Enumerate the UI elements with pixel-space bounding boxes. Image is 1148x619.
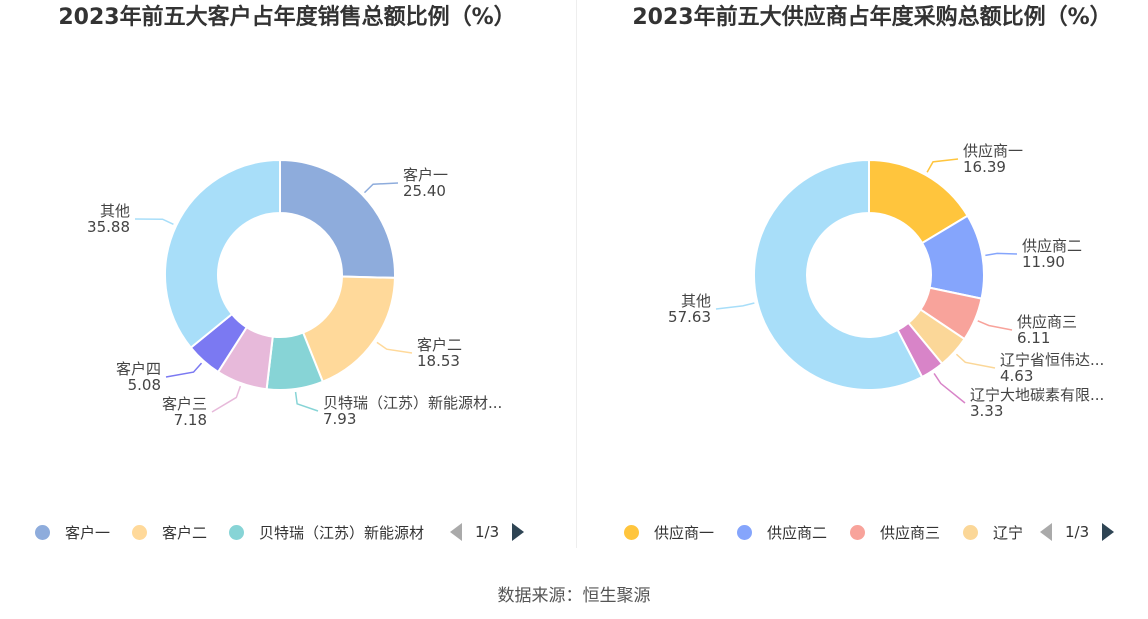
legend-label: 供应商二 — [767, 523, 828, 542]
legend-label: 贝特瑞（江苏）新能源材 — [259, 523, 425, 542]
legend-label: 客户二 — [162, 523, 208, 542]
slice-label: 辽宁大地碳素有限... — [970, 386, 1104, 404]
chart-title: 2023年前五大供应商占年度采购总额比例（%） — [632, 5, 1112, 30]
legend-item[interactable]: 客户一 — [35, 520, 110, 544]
label-leader-line — [376, 341, 413, 354]
label-leader-line — [363, 182, 399, 194]
label-leader-line — [985, 252, 1018, 257]
legend-prev-arrow-icon[interactable] — [1040, 523, 1052, 541]
legend-item[interactable]: 供应商一 — [624, 520, 714, 544]
legend-label: 客户一 — [65, 523, 111, 542]
legend-item[interactable]: 客户二 — [132, 520, 207, 544]
pie-slice[interactable] — [164, 158, 281, 350]
slice-label: 其他 — [100, 202, 130, 220]
legend-next-arrow-icon[interactable] — [512, 523, 525, 541]
slice-label: 供应商一 — [963, 142, 1023, 160]
legend-page-indicator: 1/3 — [1065, 523, 1090, 541]
slice-label: 供应商三 — [1017, 313, 1077, 331]
legend-item[interactable]: 贝特瑞（江苏）新能源材 — [229, 520, 424, 544]
slice-label: 供应商二 — [1022, 237, 1082, 255]
data-source-note: 数据来源：恒生聚源 — [497, 586, 651, 606]
slice-value-label: 35.88 — [87, 218, 130, 236]
label-leader-line — [926, 158, 959, 173]
slice-value-label: 18.53 — [417, 352, 460, 370]
legend-label: 辽宁 — [993, 523, 1024, 542]
slice-label: 客户二 — [417, 336, 462, 354]
label-leader-line — [134, 218, 174, 226]
legend-label: 供应商三 — [880, 523, 941, 542]
slice-value-label: 5.08 — [128, 376, 161, 394]
slice-value-label: 25.40 — [403, 182, 446, 200]
slice-value-label: 57.63 — [668, 308, 711, 326]
slice-value-label: 16.39 — [963, 158, 1006, 176]
customer-chart-panel: 2023年前五大客户占年度销售总额比例（%） 客户一 25.40 客户二 18.53 贝… — [0, 0, 574, 560]
pie-slice[interactable] — [279, 158, 396, 279]
slice-value-label: 7.18 — [174, 411, 207, 429]
legend-pager: 1/3 — [450, 520, 525, 544]
slice-value-label: 11.90 — [1022, 253, 1065, 271]
label-leader-line — [211, 385, 242, 413]
legend-marker — [850, 524, 865, 540]
label-leader-line — [715, 302, 755, 310]
slice-value-label: 7.93 — [323, 410, 356, 428]
slice-label: 其他 — [681, 292, 711, 310]
label-leader-line — [933, 373, 966, 404]
legend-next-arrow-icon[interactable] — [1102, 523, 1115, 541]
slice-label: 客户一 — [403, 166, 448, 184]
label-leader-line — [294, 391, 319, 412]
slice-label: 客户四 — [116, 360, 161, 378]
slice-label: 贝特瑞（江苏）新能源材... — [323, 394, 502, 412]
legend-marker — [229, 524, 244, 540]
legend-marker — [132, 524, 147, 540]
slice-value-label: 3.33 — [970, 402, 1003, 420]
legend-item[interactable]: 供应商二 — [737, 520, 827, 544]
supplier-chart-panel: 2023年前五大供应商占年度采购总额比例（%） 供应商一 16.39 供应商二 11.… — [574, 0, 1148, 560]
slice-value-label: 6.11 — [1017, 329, 1050, 347]
slice-value-label: 4.63 — [1000, 367, 1033, 385]
label-leader-line — [955, 353, 996, 369]
label-leader-line — [165, 362, 203, 378]
panel-divider — [576, 0, 577, 548]
legend-prev-arrow-icon[interactable] — [450, 523, 462, 541]
legend-label: 供应商一 — [654, 523, 715, 542]
legend-item[interactable]: 供应商三 — [850, 520, 940, 544]
legend-marker — [963, 524, 978, 540]
legend-marker — [35, 524, 50, 540]
legend-item[interactable]: 辽宁 — [963, 520, 1023, 544]
slice-label: 辽宁省恒伟达... — [1000, 351, 1104, 369]
legend-pager: 1/3 — [1040, 520, 1115, 544]
legend-marker — [737, 524, 752, 540]
label-leader-line — [977, 320, 1013, 331]
legend-page-indicator: 1/3 — [475, 523, 500, 541]
legend-marker — [624, 524, 639, 540]
chart-title: 2023年前五大客户占年度销售总额比例（%） — [58, 5, 516, 30]
pie-slice[interactable] — [753, 158, 924, 391]
slice-label: 客户三 — [162, 395, 207, 413]
